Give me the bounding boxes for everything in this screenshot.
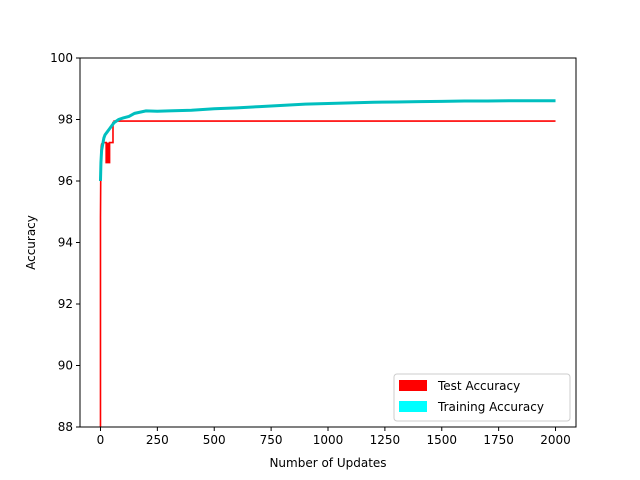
y-tick-label: 96 xyxy=(58,174,73,188)
x-tick-label: 500 xyxy=(203,433,226,447)
x-tick-label: 750 xyxy=(260,433,283,447)
y-tick-label: 92 xyxy=(58,297,73,311)
x-tick-label: 250 xyxy=(146,433,169,447)
legend-swatch xyxy=(399,401,427,412)
x-tick-label: 1500 xyxy=(426,433,457,447)
x-tick-label: 1250 xyxy=(370,433,401,447)
plot-marks xyxy=(98,99,556,427)
y-tick-label: 88 xyxy=(58,420,73,434)
legend-box xyxy=(393,373,571,422)
x-axis-label: Number of Updates xyxy=(269,456,386,470)
series-line-training-accuracy xyxy=(98,99,556,182)
y-tick-label: 100 xyxy=(50,51,73,65)
legend: Test Accuracy Training Accuracy xyxy=(393,373,571,422)
y-tick-label: 94 xyxy=(58,236,73,250)
x-tick-label: 1750 xyxy=(483,433,514,447)
y-axis-label: Accuracy xyxy=(24,215,38,270)
legend-label: Test Accuracy xyxy=(437,379,520,393)
axes: 0 250 500 750 1000 1250 1500 1750 2000 88 90 92 94 96… xyxy=(50,51,577,447)
legend-label: Training Accuracy xyxy=(437,400,544,414)
plot-frame xyxy=(79,57,577,428)
x-tick-label: 0 xyxy=(97,433,105,447)
y-tick-label: 98 xyxy=(58,113,73,127)
legend-swatch xyxy=(399,380,427,391)
x-tick-label: 1000 xyxy=(313,433,344,447)
x-tick-label: 2000 xyxy=(540,433,571,447)
y-tick-label: 90 xyxy=(58,359,73,373)
series-block-test-accuracy xyxy=(106,142,110,163)
